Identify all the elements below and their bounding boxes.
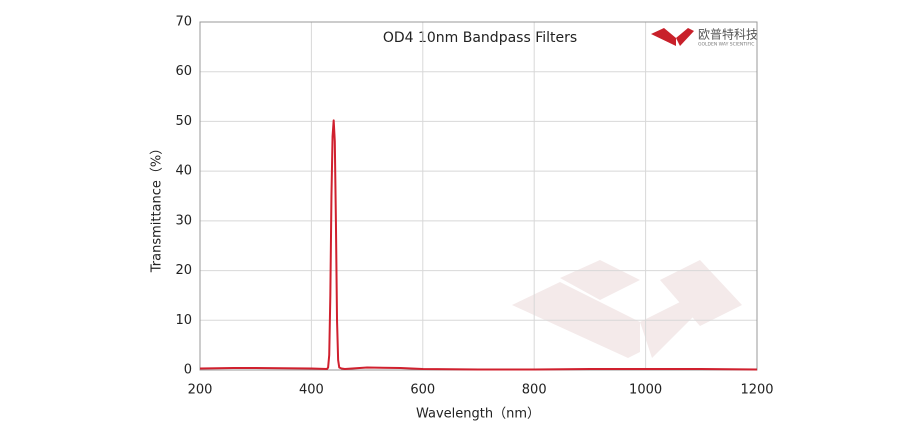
- y-tick-label: 40: [175, 164, 192, 179]
- x-tick-label: 400: [299, 383, 324, 398]
- logo-mark: [651, 28, 676, 46]
- y-tick-label: 70: [175, 15, 192, 30]
- y-tick-label: 30: [175, 213, 192, 228]
- y-tick-label: 20: [175, 263, 192, 278]
- data-line: [199, 119, 758, 371]
- logo-tagline: GOLDEN WAY SCIENTIFIC: [698, 42, 754, 48]
- x-tick-label: 1000: [629, 383, 662, 398]
- x-tick-label: 1200: [740, 383, 773, 398]
- chart-title: OD4 10nm Bandpass Filters: [383, 30, 577, 46]
- y-axis-title: Transmittance（%）: [150, 142, 165, 274]
- y-tick-label: 10: [175, 313, 192, 328]
- logo: 欧普特科技 GOLDEN WAY SCIENTIFIC: [651, 27, 758, 48]
- logo-mark: [676, 28, 694, 46]
- x-tick-label: 600: [410, 383, 435, 398]
- y-tick-label: 50: [175, 114, 192, 129]
- logo-name: 欧普特科技: [698, 27, 758, 42]
- x-axis-title: Wavelength（nm）: [416, 407, 540, 422]
- y-tick-label: 0: [184, 363, 192, 378]
- y-tick-label: 60: [175, 64, 192, 79]
- x-tick-label: 200: [188, 383, 213, 398]
- watermark: [512, 260, 742, 358]
- x-tick-label: 800: [522, 383, 547, 398]
